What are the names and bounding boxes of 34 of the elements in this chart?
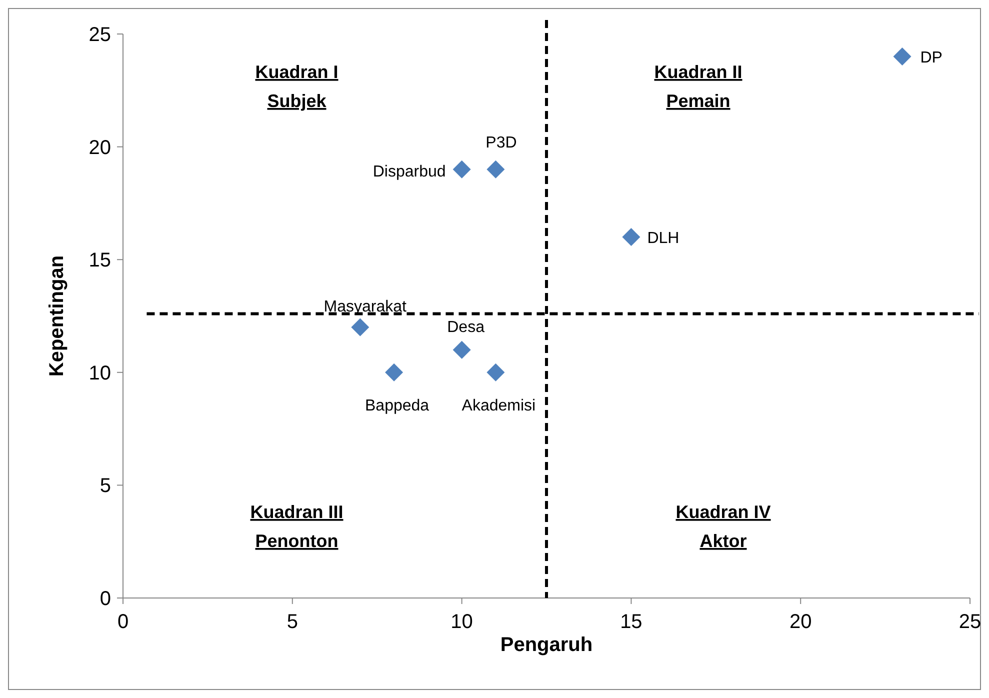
point bbox=[622, 228, 640, 246]
point bbox=[452, 340, 471, 359]
annotation: DP bbox=[920, 50, 942, 67]
annotation: Kuadran III Penonton bbox=[250, 502, 344, 551]
annotation: Masyarakat bbox=[324, 298, 408, 316]
annotation: P3D bbox=[486, 134, 517, 152]
point bbox=[486, 160, 505, 178]
point bbox=[893, 48, 912, 66]
y-tick-label: 15 bbox=[88, 250, 111, 272]
x-tick-label: 0 bbox=[117, 611, 129, 633]
y-tick-label: 5 bbox=[100, 475, 111, 498]
annotation: Bappeda bbox=[365, 397, 430, 414]
point bbox=[351, 318, 370, 336]
y-axis-title: Kepentingan bbox=[46, 255, 68, 377]
annotation: Desa bbox=[447, 318, 485, 336]
annotation: Kuadran I Subjek bbox=[255, 62, 338, 111]
x-tick-label: 10 bbox=[450, 611, 473, 633]
point bbox=[385, 363, 404, 382]
annotation: DLH bbox=[647, 230, 680, 248]
y-tick-label: 0 bbox=[100, 588, 111, 610]
x-tick-label: 25 bbox=[958, 611, 982, 633]
x-axis-title: Pengaruh bbox=[500, 634, 593, 656]
annotation: Akademisi bbox=[462, 397, 536, 414]
y-tick-label: 10 bbox=[88, 362, 111, 384]
y-tick-label: 20 bbox=[88, 136, 111, 159]
x-tick-label: 15 bbox=[620, 611, 642, 633]
x-tick-label: 5 bbox=[286, 611, 298, 633]
annotation: Kuadran II Pemain bbox=[654, 62, 742, 111]
point bbox=[486, 363, 505, 382]
x-tick-label: 20 bbox=[789, 611, 812, 633]
annotation: Kuadran IV Aktor bbox=[676, 502, 771, 551]
y-tick-label: 25 bbox=[88, 24, 111, 46]
point bbox=[452, 160, 471, 178]
annotation: Disparbud bbox=[372, 163, 446, 180]
